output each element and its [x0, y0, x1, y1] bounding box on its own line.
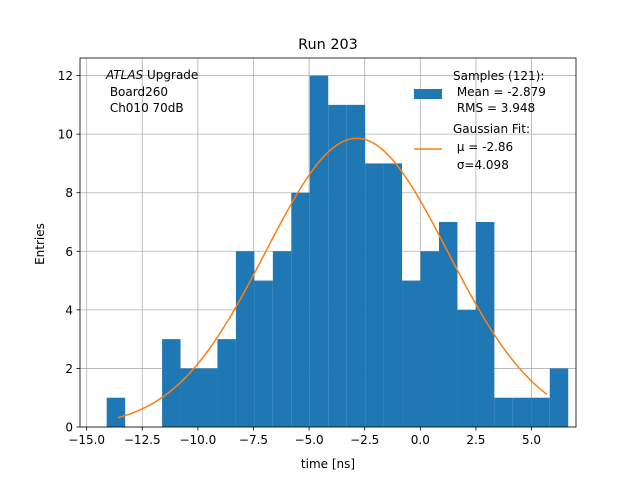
- histogram-bar: [254, 280, 273, 427]
- histogram-bar: [309, 75, 329, 428]
- legend-fit-line-1: Gaussian Fit:: [453, 122, 530, 136]
- histogram-bar: [457, 309, 476, 427]
- legend-samples-line-1: Samples (121):: [453, 69, 544, 83]
- x-tick-label: −12.5: [124, 433, 161, 447]
- histogram-bar: [438, 222, 458, 427]
- chart-title: Run 203: [298, 37, 358, 53]
- gaussian-fit-curve: [117, 137, 548, 419]
- histogram-bar: [383, 163, 403, 427]
- histogram-bar: [328, 104, 347, 427]
- x-tick-label: −7.5: [239, 433, 268, 447]
- histogram-bars: [106, 75, 569, 428]
- x-tick-label: −10.0: [179, 433, 216, 447]
- annotation-line-2: Board260: [106, 85, 168, 99]
- y-tick-label: 0: [65, 421, 73, 435]
- y-tick-label: 2: [65, 362, 73, 376]
- histogram-bar: [198, 368, 218, 427]
- histogram-bar: [549, 368, 569, 427]
- histogram-bar: [531, 397, 550, 427]
- legend-samples-line-2: Mean = -2.879: [453, 85, 546, 99]
- histogram-bar: [106, 397, 126, 427]
- y-axis-label: Entries: [33, 223, 47, 265]
- histogram-bar: [475, 222, 495, 427]
- histogram-bar: [346, 104, 366, 427]
- atlas-annotation: ATLAS Upgrade Board260 Ch010 70dB: [105, 68, 198, 115]
- y-tick-label: 8: [65, 186, 73, 200]
- histogram-bar: [235, 251, 255, 427]
- histogram-bar: [217, 339, 236, 427]
- legend-samples-line-3: RMS = 3.948: [453, 101, 535, 115]
- x-tick-label: 5.0: [522, 433, 541, 447]
- legend-fit-line-2: μ = -2.86: [453, 140, 513, 154]
- legend: Samples (121): Mean = -2.879 RMS = 3.948…: [414, 69, 546, 172]
- y-tick-label: 4: [65, 303, 73, 317]
- y-tick-label: 12: [58, 69, 73, 83]
- annotation-line-1: ATLAS Upgrade: [105, 68, 198, 82]
- histogram-bar: [162, 339, 181, 427]
- x-axis-ticks: −15.0 −12.5 −10.0 −7.5 −5.0 −2.5 0.0 2.5 5.0: [68, 427, 541, 447]
- x-tick-label: −5.0: [295, 433, 324, 447]
- plot-frame: [79, 57, 577, 428]
- histogram-bar: [402, 280, 421, 427]
- y-axis-ticks: 0 2 4 6 8 10 12: [58, 69, 80, 435]
- legend-samples-swatch: [414, 89, 442, 99]
- x-tick-label: −2.5: [350, 433, 379, 447]
- y-tick-label: 6: [65, 245, 73, 259]
- histogram-bar: [272, 251, 292, 427]
- histogram-bar: [420, 251, 439, 427]
- y-tick-label: 10: [58, 128, 73, 142]
- histogram-bar: [291, 192, 310, 427]
- x-axis-label: time [ns]: [301, 457, 355, 471]
- histogram-bar: [365, 163, 384, 427]
- legend-fit-line-3: σ=4.098: [453, 158, 509, 172]
- gaussian-fit-layer: [117, 137, 548, 419]
- histogram-bar: [180, 368, 199, 427]
- histogram-bar: [494, 397, 513, 427]
- x-tick-label: −15.0: [68, 433, 105, 447]
- x-tick-label: 0.0: [411, 433, 430, 447]
- annotation-upgrade: Upgrade: [143, 68, 198, 82]
- annotation-line-3: Ch010 70dB: [106, 101, 184, 115]
- atlas-label: ATLAS: [105, 68, 144, 82]
- x-tick-label: 2.5: [466, 433, 485, 447]
- histogram-bar: [512, 397, 532, 427]
